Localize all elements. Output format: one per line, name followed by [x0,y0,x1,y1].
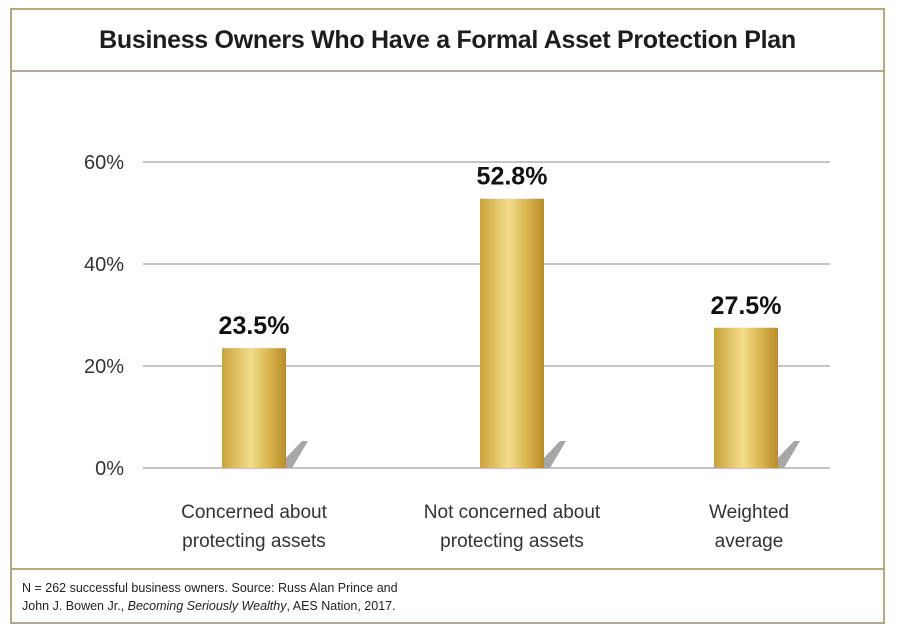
y-axis-ticks: 0% 20% 40% 60% [84,152,124,480]
y-tick-label: 40% [84,254,124,276]
category-label: average [715,531,784,552]
data-label: 27.5% [711,292,782,320]
category-label: protecting assets [440,531,584,552]
source-publisher: , AES Nation, 2017. [286,599,396,613]
category-labels: Concerned about protecting assets Not conc… [181,502,789,552]
source-book-title: Becoming Seriously Wealthy [127,599,287,613]
y-tick-label: 20% [84,356,124,378]
bars: 23.5% 52.8% 27.5% [219,163,800,468]
source-note: N = 262 successful business owners. Sour… [12,568,883,622]
category-label: Weighted [709,502,789,523]
source-line-2: John J. Bowen Jr., Becoming Seriously We… [22,597,883,615]
data-label: 23.5% [219,312,290,340]
category-label: Not concerned about [424,502,601,523]
bar [714,327,778,468]
bar-shadow [284,441,308,468]
y-tick-label: 60% [84,152,124,174]
chart-frame: Business Owners Who Have a Formal Asset … [10,8,885,624]
chart-title: Business Owners Who Have a Formal Asset … [99,25,796,54]
category-label: Concerned about [181,502,327,523]
bar-chart: 0% 20% 40% 60% 23.5% 52.8% 27.5% Concerned ab… [84,152,830,552]
bar-shadow [542,441,566,468]
bar-shadow [776,441,800,468]
data-label: 52.8% [477,163,548,191]
bar [222,348,286,468]
source-authors: John J. Bowen Jr., [22,599,128,613]
y-tick-label: 0% [95,458,124,480]
bar [480,198,544,468]
category-label: protecting assets [182,531,326,552]
source-line-1: N = 262 successful business owners. Sour… [22,581,398,595]
title-band: Business Owners Who Have a Formal Asset … [12,10,883,72]
